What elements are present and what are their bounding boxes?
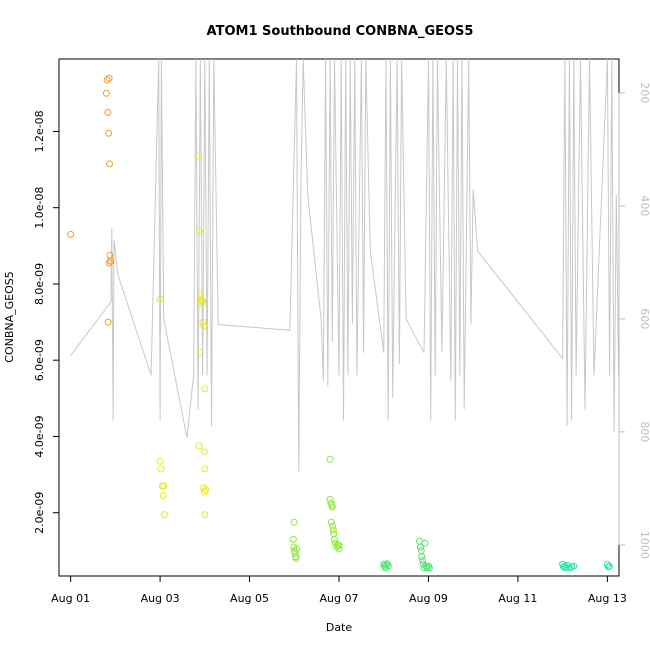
data-point <box>198 299 206 307</box>
data-point <box>196 291 204 299</box>
profile-layer <box>70 59 619 472</box>
data-point <box>156 457 164 465</box>
data-point <box>102 89 110 97</box>
y-tick-label: 8.0e-09 <box>33 263 46 305</box>
y-tick-label: 1.0e-08 <box>33 187 46 229</box>
data-point <box>201 385 209 393</box>
data-point <box>105 129 113 137</box>
data-point <box>105 74 113 82</box>
data-point <box>425 564 433 572</box>
y-right-tick-label: 800 <box>638 421 650 442</box>
data-point <box>201 465 209 473</box>
data-point <box>104 318 112 326</box>
data-point <box>201 511 209 519</box>
x-tick-label: Aug 01 <box>51 592 90 605</box>
data-point <box>328 503 336 511</box>
data-point <box>290 518 298 526</box>
y-right-axis: 200 400 600 800 1000 <box>618 82 650 559</box>
data-point <box>416 543 424 551</box>
y-right-tick-label: 400 <box>638 195 650 216</box>
y-right-tick-label: 200 <box>638 82 650 103</box>
x-tick-label: Aug 05 <box>230 592 269 605</box>
data-point <box>419 556 427 564</box>
data-point <box>159 492 167 500</box>
y-axis: 2.0e-09 4.0e-09 6.0e-09 8.0e-09 1.0e-08 1.2e-… <box>33 110 60 534</box>
data-point <box>200 322 208 330</box>
data-point <box>156 295 164 303</box>
data-point <box>335 541 343 549</box>
x-axis: Aug 01 Aug 03 Aug 05 Aug 07 Aug 09 Aug 11 Aug … <box>51 575 627 605</box>
data-point <box>331 539 339 547</box>
data-point <box>103 76 111 84</box>
data-point <box>293 545 300 553</box>
data-point <box>423 564 431 572</box>
x-tick-label: Aug 09 <box>409 592 448 605</box>
data-point <box>105 259 113 267</box>
data-point <box>326 455 334 463</box>
y-right-tick-label: 600 <box>638 308 650 329</box>
x-axis-title: Date <box>326 621 353 634</box>
data-point <box>104 108 112 116</box>
data-point <box>604 563 612 571</box>
data-point <box>195 227 203 235</box>
data-point <box>605 562 613 570</box>
y-tick-label: 2.0e-09 <box>33 492 46 534</box>
x-tick-label: Aug 13 <box>588 592 627 605</box>
data-point <box>335 545 343 553</box>
data-point <box>292 555 300 562</box>
x-tick-label: Aug 11 <box>498 592 537 605</box>
y-tick-label: 6.0e-09 <box>33 339 46 381</box>
data-point <box>570 562 578 570</box>
data-point <box>107 257 115 265</box>
x-tick-label: Aug 07 <box>320 592 359 605</box>
data-point <box>200 448 208 456</box>
data-point <box>329 522 337 530</box>
data-point <box>421 539 429 547</box>
y-right-tick-label: 1000 <box>638 531 650 559</box>
data-point <box>330 530 338 538</box>
data-point <box>195 442 203 450</box>
data-point <box>417 547 425 555</box>
points-layer <box>67 74 613 572</box>
chart-title: ATOM1 Southbound CONBNA_GEOS5 <box>207 24 474 39</box>
data-point <box>331 535 338 543</box>
data-point <box>157 465 165 473</box>
data-point <box>200 488 208 496</box>
x-tick-label: Aug 03 <box>141 592 180 605</box>
data-point <box>384 562 392 570</box>
data-point <box>202 486 210 494</box>
data-point <box>289 535 297 543</box>
y-tick-label: 4.0e-09 <box>33 415 46 457</box>
data-point <box>196 349 204 357</box>
data-point <box>161 511 169 519</box>
data-point <box>67 230 75 238</box>
data-point <box>106 160 113 168</box>
data-point <box>194 152 202 160</box>
data-point <box>329 526 337 534</box>
y-tick-label: 1.2e-08 <box>33 110 46 152</box>
data-point <box>418 553 426 561</box>
data-point <box>327 518 335 526</box>
data-point <box>160 482 168 490</box>
y-axis-title: CONBNA_GEOS5 <box>3 271 16 362</box>
data-point <box>197 295 205 303</box>
data-point <box>200 484 207 492</box>
profile-line <box>70 59 619 472</box>
data-point <box>199 318 207 326</box>
data-point <box>420 564 428 572</box>
